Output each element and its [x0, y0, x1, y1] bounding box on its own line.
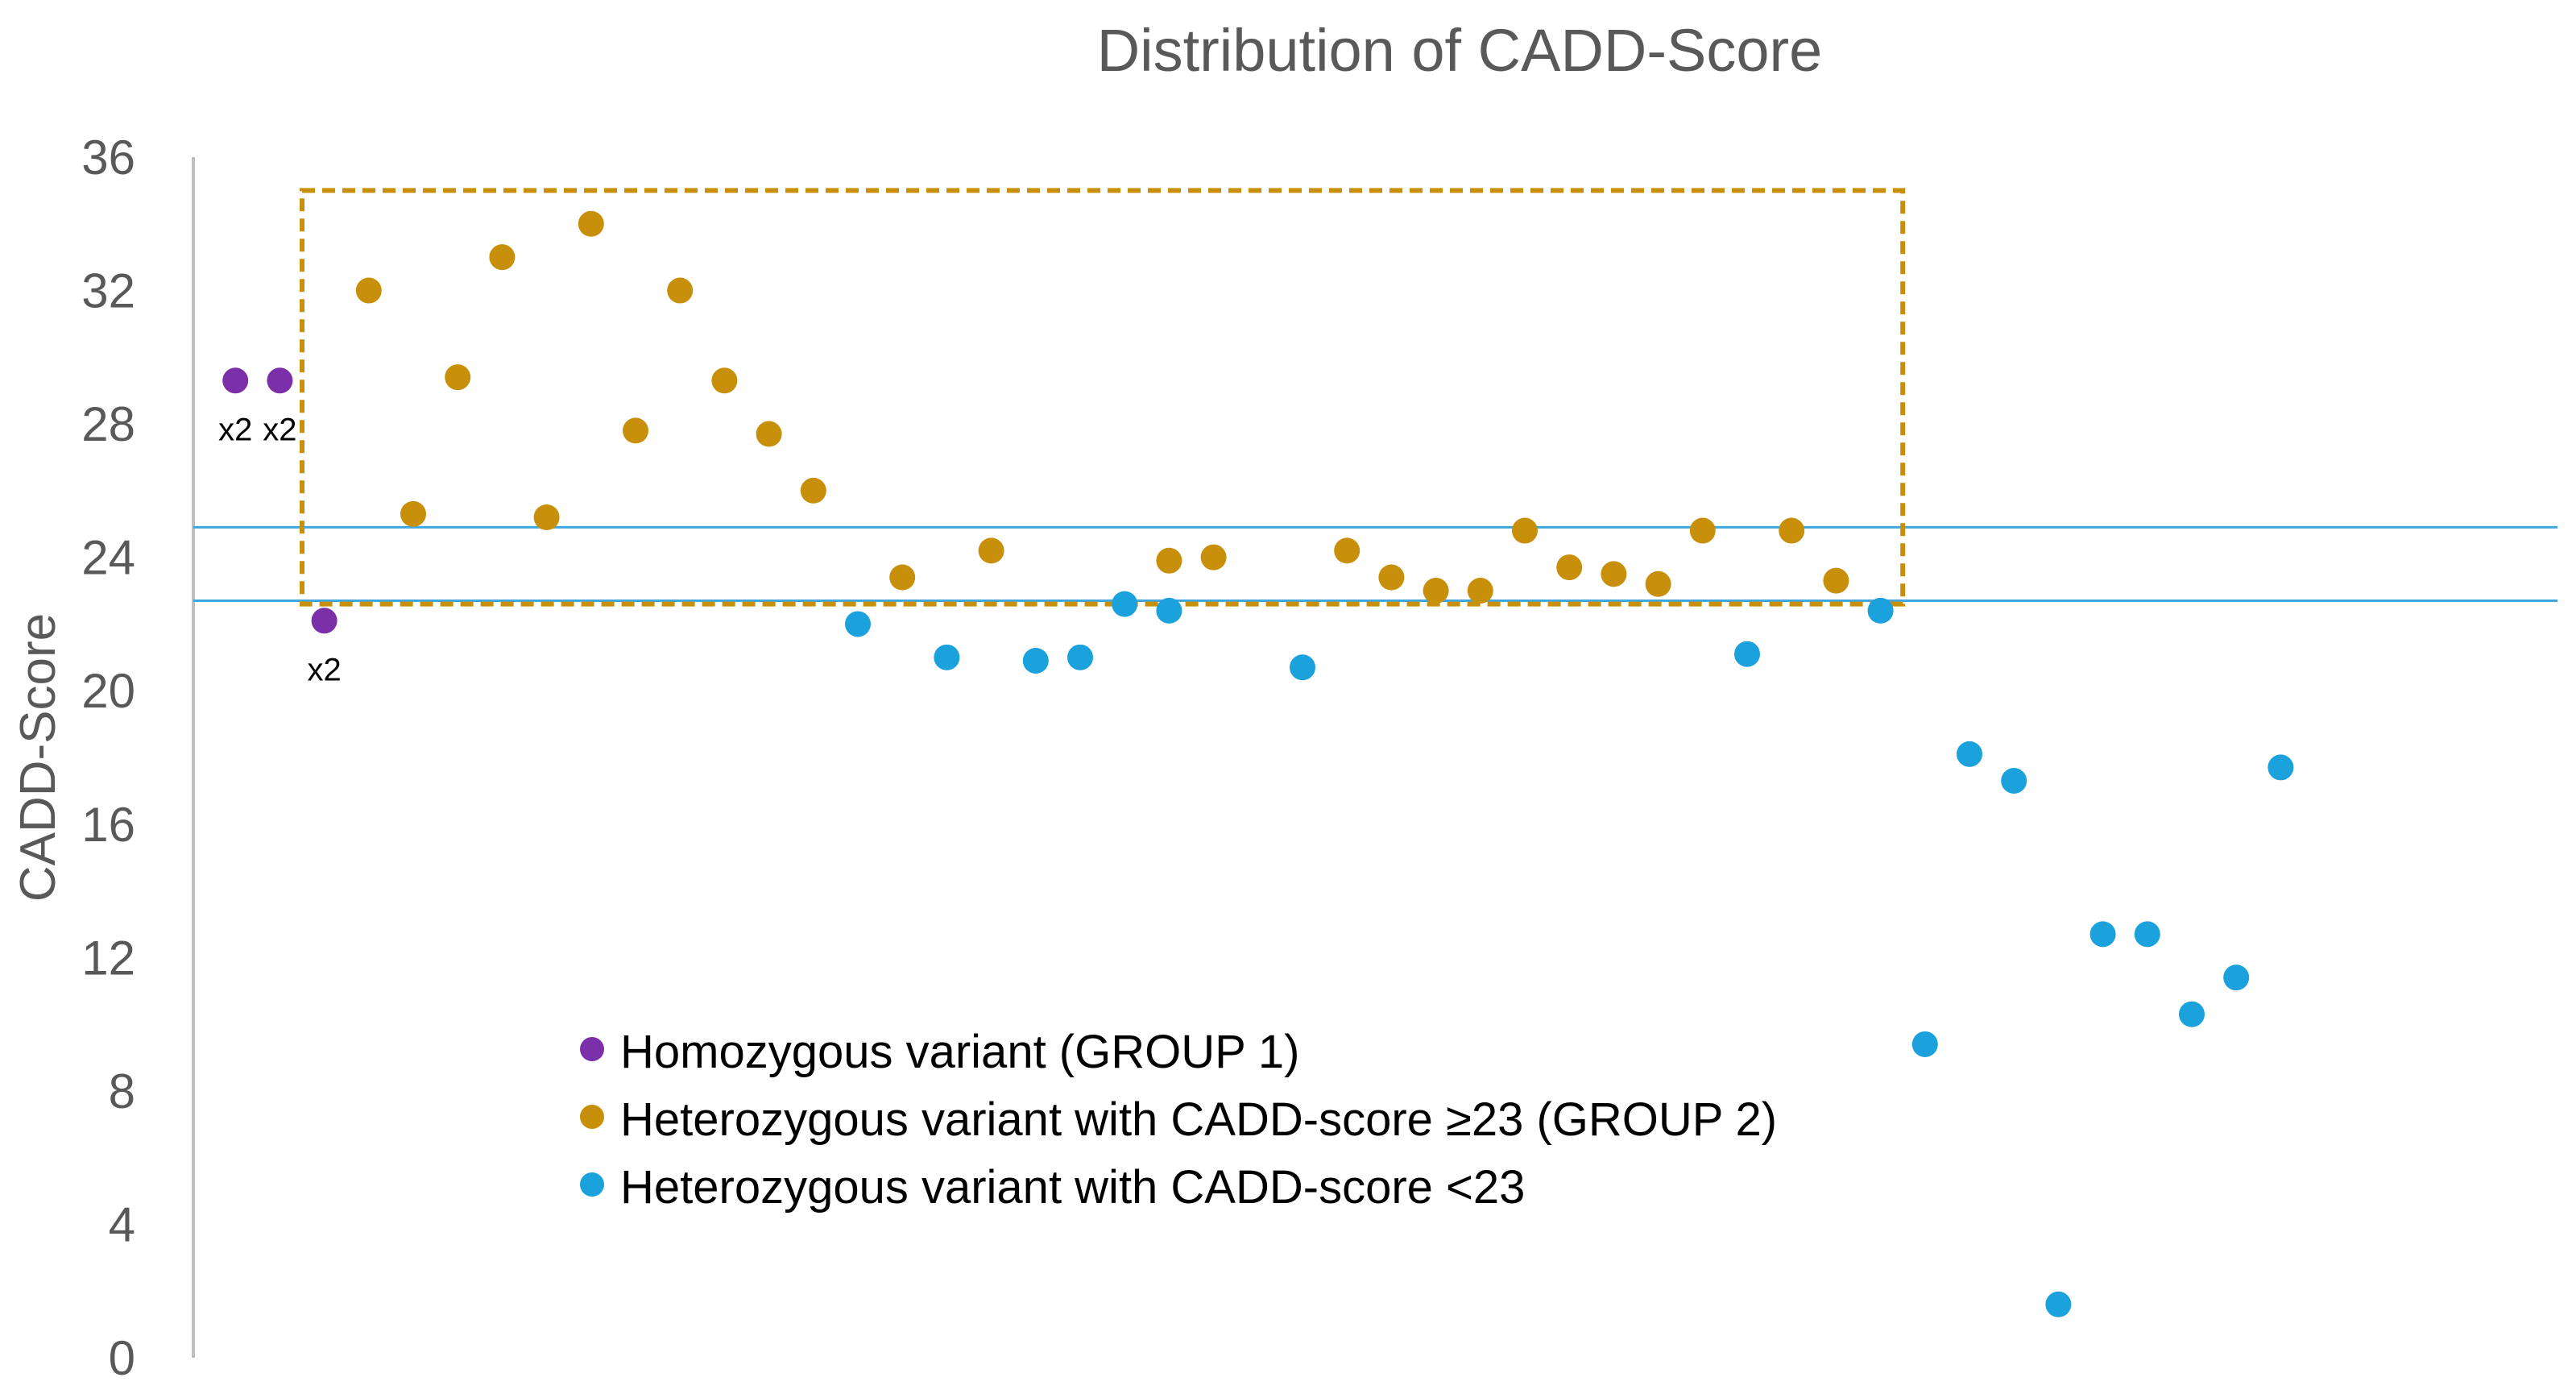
- data-point: [2267, 754, 2294, 781]
- y-tick-label: 24: [81, 531, 135, 585]
- y-tick-label: 4: [109, 1197, 135, 1251]
- data-point: [1645, 570, 1671, 597]
- data-point: [978, 537, 1004, 564]
- data-point: [1601, 561, 1627, 587]
- legend-label: Homozygous variant (GROUP 1): [620, 1026, 1299, 1078]
- data-point: [533, 504, 560, 530]
- data-point: [1512, 517, 1538, 544]
- point-annotation: x2: [307, 652, 341, 687]
- data-point: [667, 277, 694, 304]
- chart-title: Distribution of CADD-Score: [1097, 17, 1823, 84]
- data-point: [623, 417, 648, 444]
- data-point: [267, 367, 293, 394]
- data-point: [1290, 654, 1315, 681]
- data-point: [2134, 921, 2160, 948]
- data-point: [1156, 597, 1182, 624]
- data-point: [355, 277, 382, 304]
- data-point: [1467, 578, 1493, 604]
- data-point: [800, 477, 826, 504]
- data-point: [711, 367, 738, 394]
- data-point: [1200, 544, 1227, 570]
- data-point: [1112, 591, 1138, 617]
- y-tick-label: 16: [81, 798, 135, 852]
- data-point: [1734, 641, 1760, 667]
- data-point: [1423, 578, 1449, 604]
- data-point: [2223, 965, 2250, 991]
- data-point: [311, 608, 338, 634]
- data-point: [1689, 517, 1716, 544]
- data-point: [445, 364, 471, 391]
- data-point: [1378, 564, 1405, 591]
- data-point: [578, 210, 604, 237]
- data-point: [400, 500, 426, 527]
- data-point: [934, 644, 960, 670]
- y-tick-label: 32: [81, 264, 135, 318]
- y-tick-label: 36: [81, 131, 135, 185]
- data-point: [1556, 554, 1583, 581]
- data-point: [756, 421, 782, 447]
- point-annotation: x2: [218, 412, 252, 447]
- y-axis-label: CADD-Score: [10, 613, 66, 902]
- data-point: [1067, 644, 1093, 670]
- data-point: [1334, 537, 1360, 564]
- legend-marker: [580, 1172, 604, 1197]
- y-tick-label: 8: [109, 1064, 135, 1118]
- data-point: [1779, 517, 1805, 544]
- data-point: [2089, 921, 2116, 948]
- y-tick-label: 28: [81, 397, 135, 451]
- data-point: [489, 244, 516, 271]
- legend-label: Heterozygous variant with CADD-score ≥23…: [620, 1093, 1777, 1146]
- data-point: [845, 611, 871, 637]
- data-point: [1911, 1031, 1938, 1057]
- point-annotation: x2: [263, 412, 296, 447]
- highlight-box: [300, 188, 1906, 607]
- legend-marker: [580, 1105, 604, 1129]
- data-point: [1022, 647, 1049, 674]
- data-point: [222, 367, 249, 394]
- data-point: [2179, 1001, 2205, 1027]
- data-point: [1867, 597, 1894, 624]
- y-tick-label: 0: [109, 1331, 135, 1385]
- data-point: [1957, 741, 1982, 767]
- data-point: [1823, 567, 1849, 594]
- data-point: [889, 564, 916, 591]
- legend-label: Heterozygous variant with CADD-score <23: [620, 1161, 1525, 1214]
- data-point: [1156, 547, 1182, 574]
- legend: Homozygous variant (GROUP 1) Heterozygous…: [580, 1026, 1777, 1214]
- legend-marker: [580, 1037, 604, 1061]
- y-tick-label: 12: [81, 931, 135, 985]
- y-tick-label: 20: [81, 664, 135, 718]
- data-point: [2001, 767, 2027, 794]
- data-point: [2045, 1291, 2072, 1317]
